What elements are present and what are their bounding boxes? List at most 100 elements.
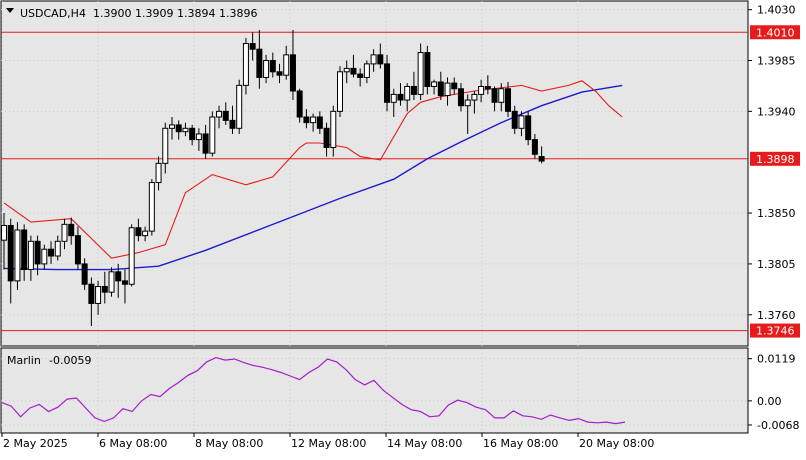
marlin-line [1, 356, 626, 425]
candle-body-bullish [236, 84, 243, 129]
price-tick-label: 1.3940 [757, 105, 796, 118]
level-price-label: 1.3746 [756, 325, 795, 338]
candle-body-bullish [1, 224, 7, 241]
candle-body-bullish [242, 43, 249, 86]
time-tick-label: 2 May 2025 [3, 437, 68, 450]
candle-body-bearish [222, 110, 229, 121]
price-tick-label: 1.3805 [757, 258, 796, 271]
candle-body-bearish [505, 88, 511, 112]
candle-body-bearish [175, 124, 182, 133]
candle-body-bearish [410, 85, 417, 95]
ma-fast-line [3, 80, 623, 259]
candle-body-bearish [511, 110, 518, 129]
level-price-tag [750, 25, 800, 40]
candle-body-bearish [457, 88, 464, 107]
candle-body-bearish [303, 116, 310, 124]
candle-body-bullish [14, 229, 21, 282]
candle-body-bearish [249, 43, 256, 50]
candle-body-bullish [471, 93, 478, 101]
candle-body-bearish [34, 240, 41, 265]
candle-body-bullish [54, 240, 61, 257]
candle-body-bearish [101, 286, 108, 293]
candle-body-bullish [464, 99, 471, 107]
price-panel [0, 0, 749, 347]
candle-body-bearish [121, 280, 128, 285]
candle-body-bearish [357, 73, 364, 78]
oscillator-tick-label: 0.0119 [757, 353, 796, 366]
candle-body-bearish [276, 71, 283, 76]
candle-body-bearish [316, 116, 323, 129]
candle-body-bullish [182, 127, 189, 133]
candle-body-bearish [189, 127, 196, 141]
candle-body-bullish [370, 54, 377, 65]
level-price-tag [750, 323, 800, 338]
candle-body-bullish [431, 81, 438, 87]
candle-body-bearish [88, 283, 95, 304]
candle-body-bullish [263, 60, 270, 78]
candle-body-bullish [27, 240, 34, 271]
candle-body-bullish [95, 286, 102, 304]
candle-body-bullish [108, 271, 115, 293]
candle-body-bearish [135, 227, 142, 237]
price-tick-label: 1.3985 [757, 55, 796, 68]
candle-body-bullish [478, 85, 485, 95]
price-tick-label: 1.3850 [757, 207, 796, 220]
time-tick-label: 14 May 08:00 [387, 437, 462, 450]
candlesticks [1, 29, 545, 327]
candle-body-bullish [41, 248, 48, 265]
candle-body-bearish [21, 229, 28, 271]
price-axis: 1.4030 1.3985 1.3940 1.3850 1.3805 1.3760 [748, 4, 796, 322]
candle-body-bullish [155, 162, 162, 184]
candle-body-bullish [283, 54, 290, 76]
candle-body-bearish [384, 63, 391, 103]
candle-body-bullish [404, 85, 411, 101]
time-tick-label: 16 May 08:00 [483, 437, 558, 450]
time-tick-label: 12 May 08:00 [291, 437, 366, 450]
price-tick-label: 1.3760 [757, 309, 796, 322]
candle-body-bearish [397, 93, 404, 101]
candle-body-bearish [491, 88, 498, 103]
candle-body-bearish [202, 133, 209, 154]
candle-body-bullish [363, 63, 370, 78]
candle-body-bearish [269, 60, 276, 73]
candle-body-bullish [417, 52, 424, 95]
candle-body-bearish [323, 127, 330, 149]
oscillator-axis: 0.0119 0.00 -0.0068 [748, 353, 799, 432]
candle-body-bearish [424, 52, 431, 87]
ohlc-values: 1.3900 1.3909 1.3894 1.3896 [93, 7, 257, 20]
price-tick-label: 1.4030 [757, 4, 796, 17]
candle-body-bearish [377, 54, 384, 65]
candle-body-bullish [128, 227, 135, 285]
candle-body-bearish [451, 82, 458, 90]
time-tick-label: 6 May 08:00 [99, 437, 167, 450]
candle-body-bullish [209, 116, 216, 154]
collapse-triangle-icon[interactable] [6, 8, 14, 13]
time-tick-label: 8 May 08:00 [195, 437, 263, 450]
candle-body-bearish [68, 223, 75, 237]
candle-body-bullish [61, 223, 68, 242]
candle-body-bullish [142, 230, 149, 237]
candle-body-bullish [343, 67, 350, 73]
ma-slow-line [3, 84, 623, 271]
gridlines [1, 1, 748, 433]
level-price-label: 1.4010 [756, 26, 795, 39]
candle-body-bearish [81, 263, 88, 285]
candle-body-bullish [310, 116, 317, 124]
candle-body-bearish [350, 67, 357, 75]
candle-body-bearish [74, 235, 81, 265]
candle-body-bearish [525, 115, 532, 141]
candle-body-bullish [330, 110, 337, 149]
candle-body-bullish [195, 133, 202, 141]
level-price-tag [750, 151, 800, 166]
candle-body-bullish [162, 127, 169, 164]
candle-body-bearish [115, 271, 122, 282]
indicator-value: -0.0059 [49, 354, 91, 367]
candle-body-bullish [390, 93, 397, 103]
candle-body-bearish [296, 90, 303, 118]
candle-body-bearish [538, 156, 545, 162]
candle-body-bullish [169, 124, 175, 129]
candle-body-bullish [337, 71, 343, 112]
candle-body-bearish [48, 248, 55, 257]
